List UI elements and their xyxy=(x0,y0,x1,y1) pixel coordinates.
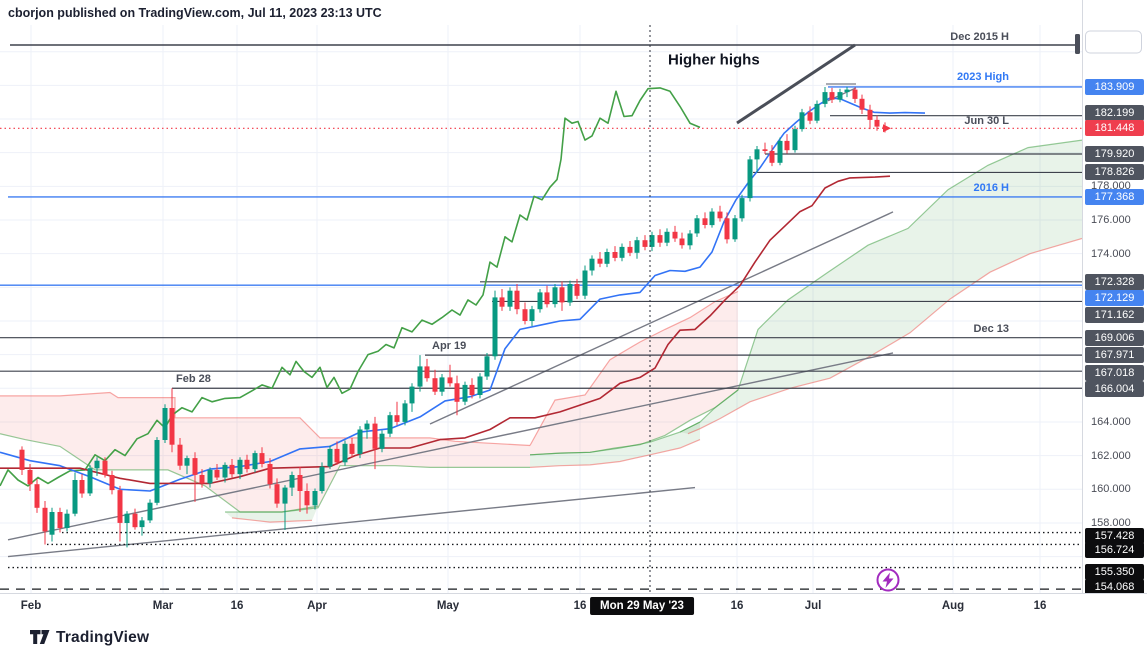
price-tick-label: 176.000 xyxy=(1091,214,1131,226)
time-tick-label: Apr xyxy=(307,600,327,612)
price-tick-label: 164.000 xyxy=(1091,416,1131,428)
price-badge-dark: 167.018 xyxy=(1085,365,1144,382)
price-badge-blue: 183.909 xyxy=(1085,78,1144,95)
time-tick-label: May xyxy=(436,600,460,612)
price-badge-blue: 172.129 xyxy=(1085,290,1144,307)
time-tick-label: Feb xyxy=(20,600,42,612)
crosshair-date-badge: Mon 29 May '23 xyxy=(590,597,694,615)
price-badge-blue: 177.368 xyxy=(1085,189,1144,205)
price-badge-black: 156.724 xyxy=(1085,542,1144,559)
crosshair-price-box-empty xyxy=(1085,30,1142,54)
tradingview-logo-icon xyxy=(30,630,50,644)
time-tick-label: Jul xyxy=(804,600,822,612)
price-badge-dark: 172.328 xyxy=(1085,273,1144,290)
price-badge-dark: 166.004 xyxy=(1085,381,1144,398)
chart-canvas[interactable] xyxy=(0,0,1082,620)
price-badge-black: 154.068 xyxy=(1085,579,1144,596)
time-axis[interactable]: Feb Mar 16 Apr May 16 16 Jul Aug 16 Mon 29 May '23 xyxy=(0,593,1147,622)
price-tick-label: 174.000 xyxy=(1091,247,1131,260)
price-badge-black: 157.428 xyxy=(1085,527,1144,544)
time-tick-label: 16 xyxy=(730,600,744,612)
time-tick-label: Aug xyxy=(941,600,965,612)
price-badge-dark: 169.006 xyxy=(1085,329,1144,346)
tradingview-logo[interactable]: TradingView xyxy=(30,629,149,647)
tradingview-logo-text: TradingView xyxy=(56,629,150,646)
time-tick-label: 16 xyxy=(573,600,587,612)
price-badge-dark: 182.199 xyxy=(1085,104,1144,121)
price-tick-label: 158.000 xyxy=(1091,516,1131,529)
price-badge-dark: 167.971 xyxy=(1085,347,1144,364)
price-badge-red: 181.448 xyxy=(1085,120,1144,137)
publish-attribution: cborjon published on TradingView.com, Ju… xyxy=(8,6,382,20)
price-tick-label: 162.000 xyxy=(1091,449,1131,462)
price-axis[interactable]: 178.000 176.000 174.000 164.000 162.000 160.0… xyxy=(1082,0,1147,596)
time-tick-label: Mar xyxy=(152,600,174,612)
time-tick-label: 16 xyxy=(230,600,244,612)
price-badge-dark: 178.826 xyxy=(1085,164,1144,181)
price-badge-dark: 171.162 xyxy=(1085,307,1144,324)
price-badge-black: 155.350 xyxy=(1085,563,1144,580)
time-tick-label: 16 xyxy=(1033,600,1047,612)
price-tick-label: 160.000 xyxy=(1091,483,1131,496)
price-badge-dark: 179.920 xyxy=(1085,146,1144,162)
